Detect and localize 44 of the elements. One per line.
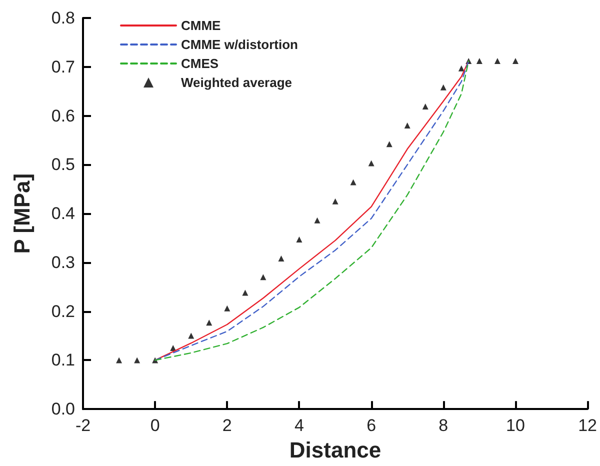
y-tick-label: 0.2: [51, 302, 75, 321]
point: [350, 179, 356, 186]
legend-label: CMME: [181, 18, 222, 33]
point: [116, 357, 122, 364]
point: [188, 332, 194, 339]
point: [278, 256, 284, 262]
legend-label: CMES: [181, 56, 219, 71]
point: [134, 357, 140, 364]
y-tick-label: 0.1: [51, 350, 75, 370]
point: [242, 290, 248, 296]
y-tick-label: 0.8: [51, 8, 75, 28]
point: [314, 217, 320, 224]
x-tick-label: 12: [578, 416, 598, 436]
y-tick-label: 0.6: [51, 106, 75, 126]
point: [224, 305, 230, 312]
y-tick-label: 0.7: [51, 57, 75, 76]
x-tick-label: 4: [294, 416, 304, 436]
point: [494, 58, 500, 64]
point: [440, 84, 446, 90]
x-tick-label: 6: [366, 416, 376, 436]
x-tick-label: -2: [75, 416, 91, 436]
x-tick-label: 8: [438, 416, 448, 436]
y-tick-label: 0.4: [51, 204, 75, 224]
point: [404, 122, 410, 129]
point: [368, 160, 374, 166]
point: [422, 103, 428, 110]
point: [206, 320, 212, 326]
y-tick-label: 0.5: [51, 155, 75, 174]
point: [386, 141, 392, 148]
legend-label: CMME w/distortion: [181, 37, 298, 52]
x-tick-label: 0: [150, 416, 160, 436]
point: [260, 274, 266, 280]
legend-label: Weighted average: [181, 75, 292, 90]
point: [458, 65, 464, 72]
point: [512, 58, 518, 64]
y-tick-label: 0.3: [51, 252, 75, 272]
y-tick-label: 0.0: [51, 400, 75, 419]
point: [296, 236, 302, 242]
point: [332, 198, 338, 204]
x-axis-title: Distance: [289, 438, 382, 462]
y-axis-title: P [MPa]: [10, 173, 34, 254]
point: [476, 58, 482, 64]
x-tick-label: 10: [506, 416, 525, 436]
x-tick-label: 2: [222, 416, 232, 436]
